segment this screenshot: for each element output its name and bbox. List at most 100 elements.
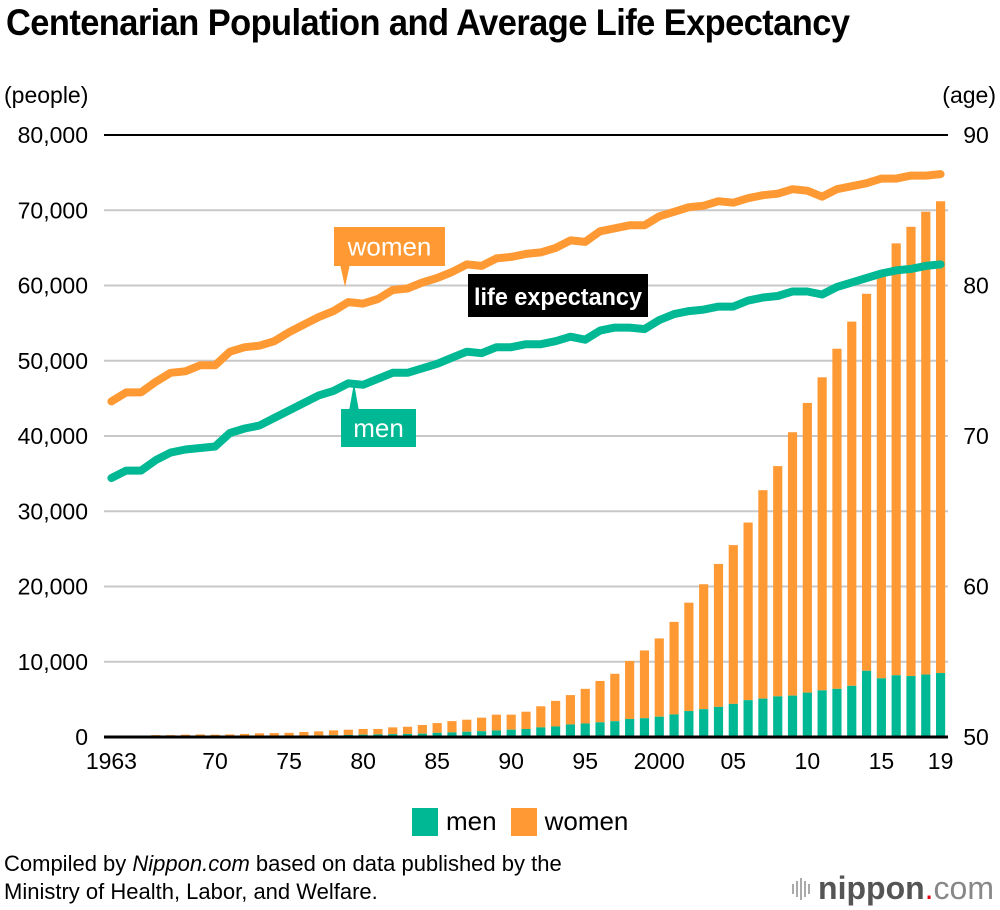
bar-women bbox=[758, 490, 768, 699]
bar-men bbox=[787, 695, 798, 737]
y-left-tick-label: 20,000 bbox=[18, 574, 88, 600]
bar-women bbox=[417, 725, 427, 734]
bar-men bbox=[654, 716, 664, 737]
annotation-women-box bbox=[334, 227, 445, 266]
y-left-tick-label: 10,000 bbox=[18, 649, 88, 675]
annotation-women-text: women bbox=[347, 232, 432, 262]
y-left-tick-label: 30,000 bbox=[18, 498, 88, 524]
bar-women bbox=[921, 211, 931, 675]
bar-men bbox=[491, 730, 501, 737]
bar-men bbox=[684, 711, 694, 737]
annotations: women men life expectancy bbox=[334, 227, 648, 447]
annotation-women: women bbox=[334, 227, 445, 287]
source-line2: Ministry of Health, Labor, and Welfare. bbox=[4, 879, 378, 904]
bar-men bbox=[936, 673, 946, 737]
bar-men bbox=[565, 724, 576, 737]
bar-women bbox=[491, 714, 501, 731]
bar-women bbox=[669, 621, 679, 715]
x-tick-label: 1963 bbox=[86, 748, 137, 774]
bar-men bbox=[506, 729, 516, 737]
bar-women bbox=[743, 522, 753, 701]
x-tick-label: 80 bbox=[350, 748, 376, 774]
bar-women bbox=[358, 728, 368, 735]
bar-women bbox=[432, 723, 442, 733]
chart-canvas: 0 10,000 20,000 30,000 40,000 50,000 60,000 70,… bbox=[18, 122, 989, 774]
bar-men bbox=[639, 718, 650, 737]
bar-women bbox=[462, 719, 472, 732]
x-tick-label: 75 bbox=[276, 748, 302, 774]
bar-women bbox=[269, 733, 279, 736]
bar-men bbox=[832, 688, 842, 737]
bar-men bbox=[876, 678, 886, 737]
y-right-tick-label: 60 bbox=[963, 574, 989, 600]
bar-men bbox=[521, 729, 531, 737]
bar-women bbox=[195, 734, 205, 737]
bar-women bbox=[402, 726, 413, 734]
source-note: Compiled by Nippon.com based on data pub… bbox=[4, 850, 562, 906]
bar-women bbox=[595, 680, 605, 723]
bar-men bbox=[802, 692, 812, 737]
legend-label-women: women bbox=[544, 806, 629, 836]
bar-women bbox=[654, 638, 664, 717]
bar-women bbox=[906, 226, 916, 677]
bar-men bbox=[773, 696, 783, 737]
logo-tld: com bbox=[933, 870, 994, 906]
bar-women bbox=[891, 243, 901, 676]
x-tick-label: 15 bbox=[869, 748, 895, 774]
bar-women bbox=[225, 734, 235, 737]
bar-women bbox=[328, 730, 339, 736]
x-tick-label: 90 bbox=[498, 748, 524, 774]
x-tick-label: 10 bbox=[795, 748, 821, 774]
bar-women bbox=[551, 700, 561, 727]
line-group bbox=[107, 170, 945, 483]
y-left-tick-label: 40,000 bbox=[18, 423, 88, 449]
bar-women bbox=[817, 377, 827, 691]
y-left-tick-label: 50,000 bbox=[18, 348, 88, 374]
bar-women bbox=[314, 731, 324, 736]
bar-women bbox=[580, 688, 590, 724]
bar-women bbox=[699, 584, 709, 710]
bar-men bbox=[595, 722, 605, 737]
bar-men bbox=[758, 698, 768, 737]
bar-men bbox=[699, 709, 709, 737]
bar-men bbox=[476, 731, 487, 737]
bar-men bbox=[906, 676, 916, 737]
chart-title: Centenarian Population and Average Life … bbox=[6, 2, 850, 43]
logo-bars-icon bbox=[792, 877, 812, 900]
legend-item-men: men bbox=[412, 806, 497, 837]
bar-women bbox=[284, 732, 294, 736]
bar-men bbox=[551, 726, 561, 737]
bar-women bbox=[625, 660, 635, 719]
bar-women bbox=[447, 721, 457, 733]
bar-women bbox=[639, 650, 650, 719]
y-left-tick-label: 70,000 bbox=[18, 197, 88, 223]
annotation-life-expectancy-box bbox=[468, 274, 648, 317]
bar-men bbox=[728, 703, 738, 737]
annotation-men-box bbox=[341, 409, 416, 447]
annotation-life-expectancy-text: life expectancy bbox=[474, 284, 643, 311]
bar-women bbox=[476, 717, 487, 732]
x-tick-label: 70 bbox=[202, 748, 228, 774]
source-site: Nippon.com bbox=[132, 851, 250, 876]
annotation-women-pointer bbox=[340, 264, 350, 287]
bar-men bbox=[402, 733, 413, 737]
bar-men bbox=[536, 727, 546, 737]
y-right-tick-label: 50 bbox=[963, 724, 989, 750]
bar-women bbox=[373, 728, 383, 735]
right-axis-unit: (age) bbox=[942, 82, 996, 108]
bar-men bbox=[625, 718, 635, 737]
bar-men bbox=[861, 670, 872, 737]
bar-group bbox=[106, 201, 946, 737]
bar-men bbox=[432, 732, 442, 737]
bar-men bbox=[891, 675, 901, 737]
legend-item-women: women bbox=[510, 806, 629, 837]
bar-women bbox=[802, 402, 812, 693]
bar-women bbox=[787, 432, 798, 696]
x-tick-label: 95 bbox=[572, 748, 598, 774]
bar-women bbox=[847, 321, 857, 686]
bar-men bbox=[743, 700, 753, 737]
tick-labels: 0 10,000 20,000 30,000 40,000 50,000 60,000 70,… bbox=[18, 122, 989, 774]
bar-men bbox=[447, 732, 457, 737]
bar-men bbox=[921, 674, 931, 737]
bar-women bbox=[684, 602, 694, 712]
